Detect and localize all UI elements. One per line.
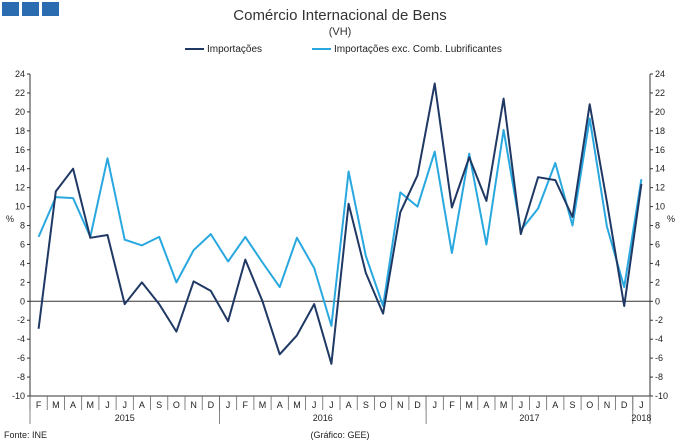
x-month-label: J (105, 400, 110, 410)
x-month-label: M (293, 400, 301, 410)
x-month-label: O (173, 400, 180, 410)
y-tick-label-right: 2 (655, 277, 660, 287)
x-year-label: 2016 (313, 413, 333, 423)
chart-title: Comércio Internacional de Bens (233, 7, 446, 24)
y-tick-label-left: 16 (15, 145, 25, 155)
y-tick-label-right: 22 (655, 88, 665, 98)
x-month-label: A (483, 400, 489, 410)
x-month-label: N (397, 400, 404, 410)
y-axis-label-left: % (6, 214, 14, 224)
y-tick-label-right: 4 (655, 258, 660, 268)
x-month-label: M (52, 400, 60, 410)
y-tick-label-left: -8 (17, 372, 25, 382)
x-month-label: F (243, 400, 249, 410)
y-tick-label-right: -4 (655, 334, 663, 344)
y-tick-label-right: 24 (655, 69, 665, 79)
y-tick-label-right: 0 (655, 296, 660, 306)
legend-label-importacoes: Importações (207, 44, 262, 55)
x-month-label: S (156, 400, 162, 410)
series-line (37, 117, 643, 327)
x-month-label: J (329, 400, 334, 410)
y-tick-label-right: 12 (655, 183, 665, 193)
x-month-label: A (139, 400, 145, 410)
y-tick-label-right: 6 (655, 239, 660, 249)
x-year-label: 2017 (519, 413, 539, 423)
x-month-label: M (259, 400, 267, 410)
y-tick-label-left: 8 (20, 221, 25, 231)
y-tick-label-right: 8 (655, 221, 660, 231)
logo-block (42, 2, 59, 16)
x-month-label: A (346, 400, 352, 410)
x-month-label: J (519, 400, 524, 410)
x-month-label: J (536, 400, 541, 410)
y-tick-label-left: 22 (15, 88, 25, 98)
series-lines (37, 82, 643, 365)
footer-credit: (Gráfico: GEE) (310, 430, 369, 440)
chart-subtitle: (VH) (329, 26, 352, 38)
x-month-label: S (569, 400, 575, 410)
y-axis-label-right: % (667, 214, 675, 224)
logo-block (22, 2, 39, 16)
x-month-label: N (604, 400, 611, 410)
x-month-label: O (586, 400, 593, 410)
x-month-label: S (363, 400, 369, 410)
y-tick-label-right: -10 (655, 391, 668, 401)
x-month-label: O (380, 400, 387, 410)
x-month-label: M (87, 400, 95, 410)
y-tick-label-left: -2 (17, 315, 25, 325)
y-tick-label-left: -10 (12, 391, 25, 401)
y-tick-label-right: 18 (655, 126, 665, 136)
y-tick-label-left: 6 (20, 239, 25, 249)
x-month-label: M (500, 400, 508, 410)
y-tick-label-right: -2 (655, 315, 663, 325)
y-tick-label-right: 20 (655, 107, 665, 117)
y-tick-label-left: -4 (17, 334, 25, 344)
y-tick-label-left: 2 (20, 277, 25, 287)
x-month-label: J (639, 400, 644, 410)
x-month-label: J (122, 400, 127, 410)
y-tick-label-left: 4 (20, 258, 25, 268)
y-tick-label-left: 18 (15, 126, 25, 136)
y-tick-label-left: 20 (15, 107, 25, 117)
x-month-label: D (414, 400, 421, 410)
y-tick-label-left: 10 (15, 202, 25, 212)
x-year-label: 2018 (631, 413, 651, 423)
y-tick-label-left: 24 (15, 69, 25, 79)
x-month-label: F (36, 400, 42, 410)
y-tick-label-right: 16 (655, 145, 665, 155)
y-tick-label-right: 14 (655, 164, 665, 174)
y-tick-label-right: -8 (655, 372, 663, 382)
y-tick-label-left: 14 (15, 164, 25, 174)
logo (2, 2, 59, 16)
x-month-label: A (70, 400, 76, 410)
x-month-label: D (621, 400, 628, 410)
x-year-label: 2015 (115, 413, 135, 423)
x-month-label: F (449, 400, 455, 410)
x-month-label: J (312, 400, 317, 410)
x-month-label: A (552, 400, 558, 410)
series-line (37, 82, 643, 365)
footer-source: Fonte: INE (4, 430, 47, 440)
x-month-label: M (465, 400, 473, 410)
legend: Importações Importações exc. Comb. Lubri… (185, 44, 502, 55)
y-tick-label-left: -6 (17, 353, 25, 363)
x-month-label: J (432, 400, 437, 410)
legend-label-importacoes-exc: Importações exc. Comb. Lubrificantes (334, 44, 502, 55)
logo-block (2, 2, 19, 16)
x-month-label: D (208, 400, 215, 410)
x-month-label: N (190, 400, 197, 410)
y-tick-label-left: 0 (20, 296, 25, 306)
y-tick-label-right: -6 (655, 353, 663, 363)
y-tick-label-left: 12 (15, 183, 25, 193)
y-tick-label-right: 10 (655, 202, 665, 212)
x-month-label: A (277, 400, 283, 410)
x-month-label: J (226, 400, 231, 410)
